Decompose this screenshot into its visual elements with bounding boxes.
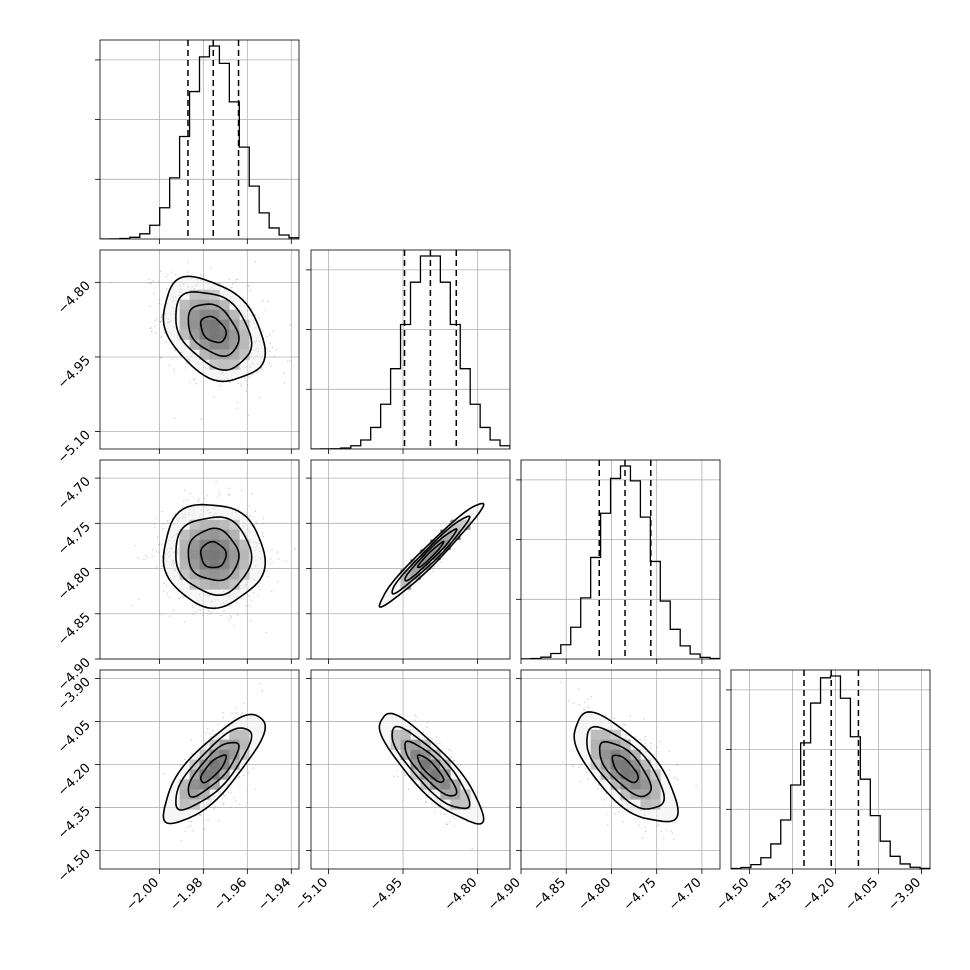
x-tick-label: −4.20 — [800, 875, 839, 914]
x-tick-label: −4.75 — [621, 875, 660, 914]
panel-frame — [310, 459, 511, 660]
panel-frame — [99, 249, 300, 450]
contours — [378, 502, 485, 608]
x-tick-label: −1.94 — [255, 875, 294, 914]
x-tick-label: −4.05 — [843, 875, 882, 914]
y-tick-label: −4.85 — [55, 610, 94, 649]
contour-1 — [611, 754, 640, 784]
x-tick-label: −4.50 — [714, 875, 753, 914]
contours — [162, 275, 267, 383]
panel-frame — [520, 459, 721, 660]
grid — [100, 40, 299, 239]
contour-2 — [404, 528, 458, 582]
panel-background — [731, 670, 930, 869]
grid — [520, 460, 720, 659]
contour-4 — [162, 275, 267, 383]
panel-frame — [310, 669, 511, 870]
joint-panel-3-1 — [99, 459, 300, 660]
contour-3 — [175, 291, 253, 371]
marginal-panel-4 — [726, 669, 931, 870]
contour-3 — [391, 515, 471, 595]
x-tick-label: −1.98 — [167, 875, 206, 914]
y-tick-label: −4.75 — [55, 520, 94, 559]
contour-1 — [199, 315, 227, 344]
grid — [311, 250, 510, 449]
x-tick-label: −3.90 — [885, 875, 924, 914]
histogram-line — [731, 675, 930, 869]
panel-frame — [99, 39, 300, 240]
contour-4 — [573, 711, 679, 823]
histogram-line — [100, 45, 299, 239]
contour-2 — [187, 741, 240, 798]
panel-background — [521, 460, 720, 659]
contours — [378, 712, 485, 825]
contour-4 — [162, 713, 267, 825]
contour-4 — [162, 503, 267, 610]
contour-2 — [187, 527, 240, 582]
panel-frame — [99, 459, 300, 660]
x-tick-label: −4.80 — [576, 875, 615, 914]
joint-panel-3-2 — [310, 459, 511, 660]
y-tick-label: −4.80 — [55, 565, 94, 604]
y-tick-label: −4.70 — [55, 474, 94, 513]
contour-1 — [416, 540, 445, 569]
scatter-points — [111, 261, 291, 420]
x-tick-label: −4.95 — [367, 875, 406, 914]
contour-3 — [175, 727, 253, 811]
y-tick-label: −4.20 — [55, 761, 94, 800]
panel-frame — [520, 669, 721, 870]
marginal-panel-1 — [95, 39, 300, 240]
y-axis-2: −4.80 −4.95 −5.10 — [55, 279, 100, 467]
contour-2 — [187, 303, 240, 358]
contour-3 — [391, 725, 471, 810]
joint-panel-4-2 — [310, 669, 511, 870]
marginal-panel-2 — [306, 249, 511, 450]
contour-3 — [586, 725, 666, 810]
y-tick-label: −4.50 — [55, 847, 94, 886]
panel-frame — [730, 669, 931, 870]
x-tick-label: −4.70 — [666, 875, 705, 914]
contour-1 — [199, 754, 227, 784]
x-tick-label: −4.85 — [530, 875, 569, 914]
x-tick-label: −4.35 — [757, 875, 796, 914]
panel-frame — [310, 249, 511, 450]
x-tick-label: −5.10 — [292, 875, 331, 914]
x-tick-label: −2.00 — [123, 875, 162, 914]
joint-panel-4-3 — [520, 669, 721, 870]
histogram-line — [521, 465, 720, 659]
y-tick-label: −4.35 — [55, 804, 94, 843]
x-tick-label: −4.80 — [442, 875, 481, 914]
contour-1 — [416, 754, 445, 784]
grid — [520, 670, 720, 869]
contour-2 — [404, 740, 458, 797]
contours — [162, 713, 267, 825]
y-tick-label: −4.95 — [55, 353, 94, 392]
contours — [162, 503, 267, 610]
contour-4 — [378, 712, 485, 825]
y-tick-label: −4.80 — [55, 279, 94, 318]
y-tick-label: −5.10 — [55, 428, 94, 467]
x-axis-4: −4.50 −4.35 −4.20 −4.05 −3.90 — [714, 869, 924, 914]
panel-frame — [99, 669, 300, 870]
marginal-panel-3 — [516, 459, 721, 660]
contour-4 — [378, 502, 485, 608]
y-tick-label: −4.05 — [55, 718, 94, 757]
joint-panel-2-1 — [99, 249, 300, 450]
contours — [573, 711, 679, 823]
x-tick-label: −1.96 — [211, 875, 250, 914]
contour-3 — [175, 516, 253, 596]
histogram-line — [311, 255, 510, 449]
contour-1 — [199, 540, 227, 569]
contour-2 — [598, 740, 653, 798]
joint-panel-4-1 — [99, 669, 300, 870]
x-tick-label: −4.90 — [485, 875, 524, 914]
grid — [311, 670, 510, 869]
grid — [731, 670, 930, 869]
